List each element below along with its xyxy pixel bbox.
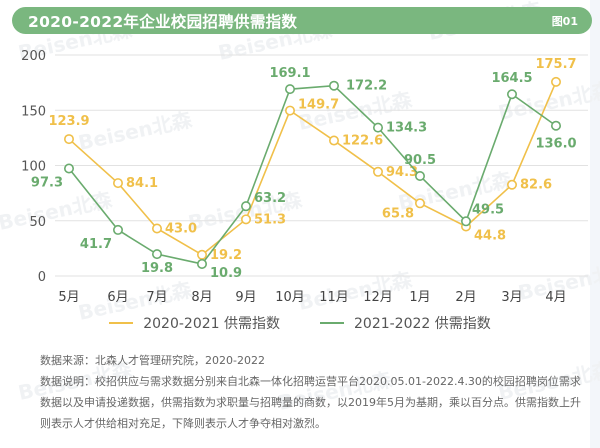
data-source-note: 数据来源：北森人才管理研究院，2020-2022 (40, 354, 265, 367)
data-label: 19.8 (141, 261, 173, 276)
watermark-text: Beisen北森 (296, 267, 415, 315)
legend-label-2020-2021: 2020-2021 供需指数 (143, 316, 280, 332)
x-tick-label: 7月 (146, 290, 167, 305)
data-point (241, 214, 252, 225)
data-label: 82.6 (520, 178, 552, 193)
data-point (113, 224, 124, 235)
x-axis-ticks: 5月 6月 7月 8月 9月 10月 11月 12月 1月 2月 3月 4月 (58, 290, 566, 305)
data-label: 172.2 (346, 79, 387, 94)
legend-item-2020-2021[interactable]: 2020-2021 供需指数 (109, 313, 280, 333)
data-point (372, 166, 383, 177)
chart-notes: 数据来源：北森人才管理研究院，2020-2022 数据说明：校招供应与需求数据分… (40, 350, 585, 434)
y-tick-label: 50 (29, 215, 46, 230)
legend: 2020-2021 供需指数 2021-2022 供需指数 (0, 313, 600, 333)
data-label: 49.5 (472, 202, 504, 217)
data-label: 84.1 (126, 176, 158, 191)
figure-label: 图01 (551, 14, 578, 28)
data-label: 164.5 (491, 71, 532, 86)
data-point (460, 216, 471, 227)
x-tick-label: 6月 (107, 290, 128, 305)
series-2021-2022: 97.3 41.7 19.8 10.9 63.2 169.1 172.2 134.3 90.5 4… (31, 66, 577, 281)
data-point (372, 122, 383, 133)
data-point (113, 178, 124, 189)
data-point (506, 179, 517, 190)
data-point (64, 134, 75, 145)
data-point (284, 84, 295, 95)
data-point (64, 163, 75, 174)
legend-label-2021-2022: 2021-2022 供需指数 (354, 316, 491, 332)
data-point (506, 89, 517, 100)
data-label: 136.0 (535, 137, 576, 152)
data-point (241, 201, 252, 212)
x-tick-label: 2月 (455, 290, 476, 305)
data-label: 123.9 (48, 114, 89, 129)
series-line (68, 84, 557, 265)
data-label: 122.6 (342, 134, 383, 149)
data-label: 43.0 (165, 221, 197, 236)
data-point (197, 249, 208, 260)
data-label: 41.7 (80, 237, 112, 252)
data-point (197, 258, 208, 269)
chart-title: 2020-2022年企业校园招聘供需指数 (28, 12, 298, 31)
scroll-edge (590, 0, 600, 448)
legend-item-2021-2022[interactable]: 2021-2022 供需指数 (320, 313, 491, 333)
series-2020-2021: 123.9 84.1 43.0 19.2 51.3 149.7 122.6 94.3 65.8 4… (48, 57, 576, 263)
data-label: 44.8 (474, 228, 506, 243)
y-tick-label: 150 (21, 104, 46, 119)
y-tick-label: 100 (21, 160, 46, 175)
data-point (152, 223, 163, 234)
data-point (414, 170, 425, 181)
y-tick-label: 0 (38, 270, 46, 285)
data-label: 65.8 (382, 206, 414, 221)
data-point (328, 80, 339, 91)
x-tick-label: 10月 (275, 290, 305, 305)
series-line (68, 81, 557, 256)
x-tick-label: 1月 (409, 290, 430, 305)
y-tick-label: 200 (21, 49, 46, 64)
data-label: 175.7 (535, 57, 576, 72)
y-axis-ticks: 0 50 100 150 200 (21, 49, 46, 285)
data-point (550, 120, 561, 131)
data-point (414, 198, 425, 209)
data-point (152, 249, 163, 260)
data-label: 63.2 (254, 191, 286, 206)
data-point (284, 105, 295, 116)
series-layer: 123.9 84.1 43.0 19.2 51.3 149.7 122.6 94.3 65.8 4… (31, 57, 577, 281)
data-label: 90.5 (404, 153, 436, 168)
x-tick-label: 11月 (319, 290, 349, 305)
x-tick-label: 8月 (191, 290, 212, 305)
data-point (550, 76, 561, 87)
x-tick-label: 4月 (545, 290, 566, 305)
data-label: 97.3 (31, 175, 63, 190)
gridlines (55, 54, 588, 277)
data-label: 10.9 (210, 266, 242, 281)
data-label: 51.3 (254, 212, 286, 227)
data-label: 19.2 (210, 248, 242, 263)
x-tick-label: 5月 (58, 290, 79, 305)
watermark-text: Beisen北森 (76, 107, 195, 155)
watermark-text: Beisen北森 (0, 187, 115, 235)
legend-swatch-2020-2021 (109, 322, 134, 324)
x-tick-label: 12月 (363, 290, 393, 305)
data-label: 94.3 (386, 165, 418, 180)
data-point (328, 135, 339, 146)
data-label: 149.7 (298, 98, 339, 113)
legend-swatch-2021-2022 (320, 322, 344, 324)
data-label: 169.1 (269, 66, 310, 81)
data-description-note: 数据说明：校招供应与需求数据分别来自北森一体化招聘运营平台2020.05.01-… (40, 375, 581, 430)
x-tick-label: 3月 (501, 290, 522, 305)
x-tick-label: 9月 (235, 290, 256, 305)
title-bar: 2020-2022年企业校园招聘供需指数 图01 (12, 7, 592, 34)
data-label: 134.3 (386, 121, 427, 136)
